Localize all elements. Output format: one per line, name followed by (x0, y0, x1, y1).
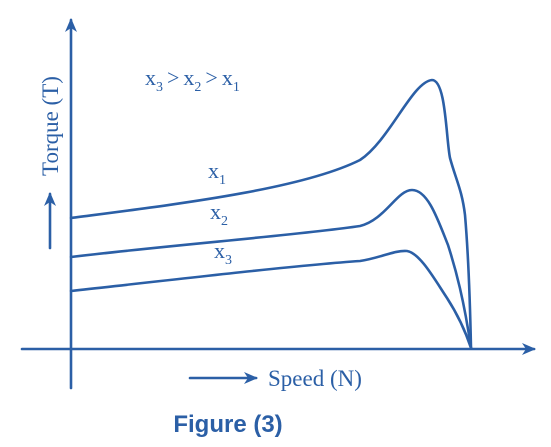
relation-x1-sub: 1 (233, 80, 240, 95)
curve-label-x3-sub: 3 (225, 253, 232, 268)
x-axis-label: Speed (N) (268, 366, 362, 391)
relation-gt-1: > (167, 65, 179, 90)
curve-label-x2: x2 (210, 199, 228, 229)
relation-x3-sub: 3 (156, 80, 163, 95)
curve-label-x2-sub: 2 (221, 214, 228, 229)
curve-label-x3: x3 (214, 238, 232, 268)
curve-x1 (69, 78, 473, 350)
relation-x2-sub: 2 (194, 80, 201, 95)
y-axis-label: Torque (T) (38, 76, 63, 176)
figure-caption: Figure (3) (173, 411, 282, 438)
relation-x2: x (183, 65, 194, 90)
relation-x1: x (222, 65, 233, 90)
curve-label-x1-base: x (208, 158, 219, 183)
curve-label-x2-base: x (210, 199, 221, 224)
curve-x2 (69, 188, 473, 350)
relation-label: x3 > x2 > x1 (145, 65, 240, 95)
relation-x3: x (145, 65, 156, 90)
curve-x3 (69, 249, 473, 350)
relation-gt-2: > (205, 65, 217, 90)
curve-label-x3-base: x (214, 238, 225, 263)
curve-label-x1-sub: 1 (219, 173, 226, 188)
curve-label-x1: x1 (208, 158, 226, 188)
